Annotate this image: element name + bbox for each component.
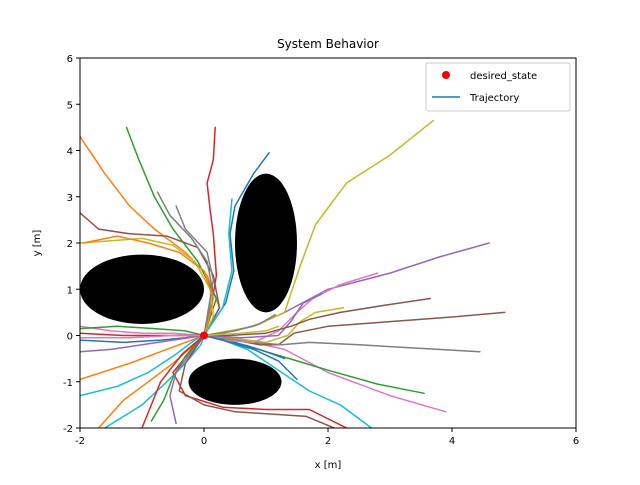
legend-marker-desired-state <box>442 71 450 79</box>
trajectory-35 <box>203 297 432 337</box>
trajectory-32 <box>80 325 205 337</box>
x-tick-label-4: 6 <box>573 436 579 447</box>
obstacle-2 <box>188 358 282 405</box>
trajectory-36 <box>80 334 205 339</box>
trajectory-16 <box>80 325 205 337</box>
trajectory-27 <box>175 205 215 337</box>
trajectory-31 <box>82 235 215 337</box>
y-tick-label-8: 6 <box>67 54 73 65</box>
trajectory-26 <box>203 272 379 344</box>
desired-state-layer <box>200 331 208 340</box>
x-tick-label-3: 4 <box>449 436 455 447</box>
y-tick-label-4: 2 <box>67 239 73 250</box>
y-tick-label-6: 4 <box>67 147 73 158</box>
trajectory-37 <box>203 313 277 337</box>
trajectory-5 <box>80 212 221 337</box>
y-tick-label-1: -1 <box>63 378 73 389</box>
trajectory-0 <box>203 152 270 337</box>
trajectory-24 <box>169 334 205 425</box>
trajectory-23 <box>141 334 205 428</box>
trajectory-38 <box>203 325 280 337</box>
trajectory-18 <box>80 237 215 337</box>
x-tick-label-1: 0 <box>201 436 207 447</box>
trajectory-1 <box>80 135 221 337</box>
x-tick-label-0: -2 <box>75 436 85 447</box>
legend-label-trajectory: Trajectory <box>469 93 519 104</box>
trajectories-layer <box>80 119 506 428</box>
trajectory-25 <box>178 334 335 428</box>
x-axis-ticks: -2 0 2 4 6 <box>75 428 579 447</box>
y-axis-label: y [m] <box>32 230 43 257</box>
legend-box <box>425 62 571 112</box>
chart-title: System Behavior <box>277 37 379 51</box>
y-tick-label-2: 0 <box>67 332 73 343</box>
trajectory-2 <box>125 126 218 337</box>
y-tick-label-0: -2 <box>63 424 73 435</box>
legend-label-desired-state: desired_state <box>470 71 537 82</box>
obstacles-layer <box>80 173 297 405</box>
y-tick-label-7: 5 <box>67 100 73 111</box>
obstacle-0 <box>80 254 204 324</box>
desired-state-marker <box>200 331 208 340</box>
obstacle-1 <box>235 173 297 313</box>
legend: desired_state Trajectory <box>425 62 571 112</box>
trajectory-30 <box>203 334 298 381</box>
trajectory-19 <box>80 334 205 397</box>
x-tick-label-2: 2 <box>325 436 331 447</box>
y-axis-ticks: -2 -1 0 1 2 3 4 5 6 <box>63 54 80 435</box>
x-axis-label: x [m] <box>315 460 342 471</box>
trajectory-39 <box>203 198 233 337</box>
trajectory-7 <box>156 191 215 337</box>
y-tick-label-5: 3 <box>67 193 73 204</box>
trajectory-28 <box>203 307 345 344</box>
y-tick-label-3: 1 <box>67 285 73 296</box>
trajectory-14 <box>80 334 205 353</box>
